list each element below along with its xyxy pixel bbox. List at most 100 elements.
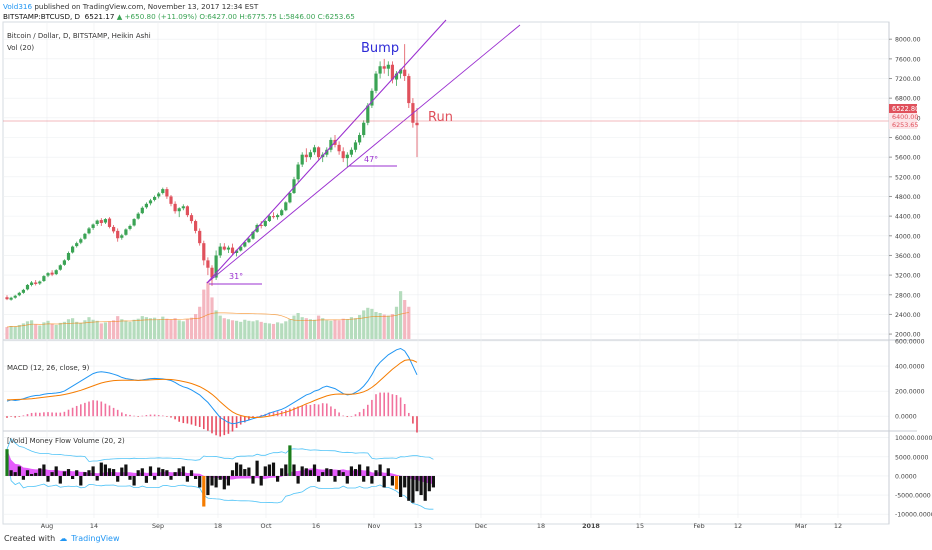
mfv-bar [374, 470, 378, 476]
mfv-bar [222, 475, 226, 490]
volume-bar [296, 313, 300, 339]
y-tick-label: 0.0000 [895, 473, 917, 480]
mfv-bar [390, 475, 394, 486]
mfv-bar [87, 470, 91, 476]
mfv-bar [95, 475, 99, 481]
volume-bar [255, 320, 259, 339]
macd-histogram-bar [170, 416, 172, 418]
macd-histogram-bar [223, 416, 226, 436]
volume-bar [71, 318, 75, 339]
macd-histogram-bar [362, 408, 365, 417]
price-label-box-2 [889, 113, 917, 121]
tradingview-brand[interactable]: TradingView [71, 534, 120, 543]
price-labels: 6522.80 6400.00 6253.65 [889, 104, 919, 129]
publish-line: Vold316 published on TradingView.com, No… [3, 2, 258, 11]
mfv-title: [Vold] Money Flow Volume (20, 2) [7, 437, 125, 445]
volume-bar [169, 319, 173, 339]
macd-histogram-bar [408, 412, 410, 417]
mfv-bar [103, 464, 107, 476]
macd-histogram-bar [108, 405, 111, 417]
mfv-bar [345, 475, 349, 484]
volume-bar [280, 323, 284, 339]
mfv-bar [394, 475, 399, 490]
candle-body [13, 295, 17, 298]
macd-histogram-bar [305, 404, 308, 417]
volume-bar [362, 310, 366, 339]
y-tick-label: 7600.00 [895, 56, 921, 63]
candle-body [378, 66, 382, 74]
author-link[interactable]: Vold316 [3, 2, 33, 11]
volume-bar [403, 300, 407, 339]
macd-histogram-bar [34, 412, 37, 417]
mfv-bar [349, 466, 353, 476]
candle-body [181, 206, 185, 209]
mfv-bar [329, 469, 333, 476]
volume-bar [230, 320, 235, 339]
volume-bar [312, 319, 317, 339]
x-tick-label: 18 [537, 522, 545, 530]
mfv-bar [21, 475, 25, 480]
macd-histogram-bar [75, 405, 78, 417]
candle-body [292, 179, 296, 194]
candle-body [304, 154, 308, 158]
macd-histogram-bar [346, 416, 349, 418]
y-tick-label: 400.0000 [895, 364, 925, 371]
mfv-bar [296, 475, 300, 484]
y-tick-label: 200.0000 [895, 389, 925, 396]
macd-histogram-bar [379, 392, 381, 417]
volume-bar [25, 321, 30, 339]
macd-histogram-bar [59, 412, 62, 417]
mfv-bar [325, 468, 329, 476]
candle-body [153, 196, 157, 200]
volume-bar [386, 315, 390, 339]
mfv-bar [386, 468, 390, 476]
macd-histogram-bar [43, 412, 45, 417]
volume-bar [54, 324, 58, 339]
candle-body [407, 76, 411, 104]
macd-histogram-bar [6, 416, 8, 418]
volume-bars [5, 281, 411, 339]
mfv-bar [58, 475, 62, 484]
candle-body [288, 193, 292, 203]
y-tick-label: 7200.00 [895, 76, 921, 83]
candle-body [91, 224, 95, 228]
candle-body [148, 200, 153, 204]
x-tick-label: 12 [834, 522, 842, 530]
y-tick-label: 6000.00 [895, 135, 921, 142]
macd-histogram-bar [178, 416, 180, 422]
volume-bar [366, 307, 370, 339]
y-tick-label: -5000.0000 [895, 493, 931, 500]
volume-bar [75, 321, 79, 339]
mfv-bar [17, 466, 21, 476]
volume-bar [243, 319, 247, 339]
volume-bar [116, 316, 120, 339]
volume-bar [185, 319, 189, 339]
mfv-bar [280, 468, 284, 476]
macd-histogram-bar [367, 404, 369, 417]
volume-bar [329, 320, 333, 339]
y-tick-label: 2400.00 [895, 312, 921, 319]
mfv-bar [304, 468, 308, 476]
volume-bar [202, 289, 206, 339]
volume-bar [17, 324, 21, 339]
mfv-bar [210, 475, 214, 486]
macd-histogram-bar [338, 412, 340, 417]
candle-body [263, 221, 267, 226]
y-tick-label: 5000.0000 [895, 454, 929, 461]
x-tick-label: 14 [90, 522, 98, 530]
mfv-bar [124, 464, 128, 476]
volume-bar [308, 319, 312, 339]
candle-body [415, 122, 419, 126]
mfv-bar [403, 475, 407, 488]
volume-bar [79, 322, 83, 339]
mfv-bar [25, 470, 30, 476]
mfv-bar [169, 475, 173, 480]
macd-histogram-bar [71, 407, 74, 417]
macd-histogram-bar [334, 408, 336, 417]
macd-histogram-bar [387, 392, 390, 417]
volume-bar [263, 322, 267, 339]
candle-body [42, 276, 46, 282]
macd-histogram-bar [416, 416, 418, 433]
volume-bar [112, 320, 116, 339]
